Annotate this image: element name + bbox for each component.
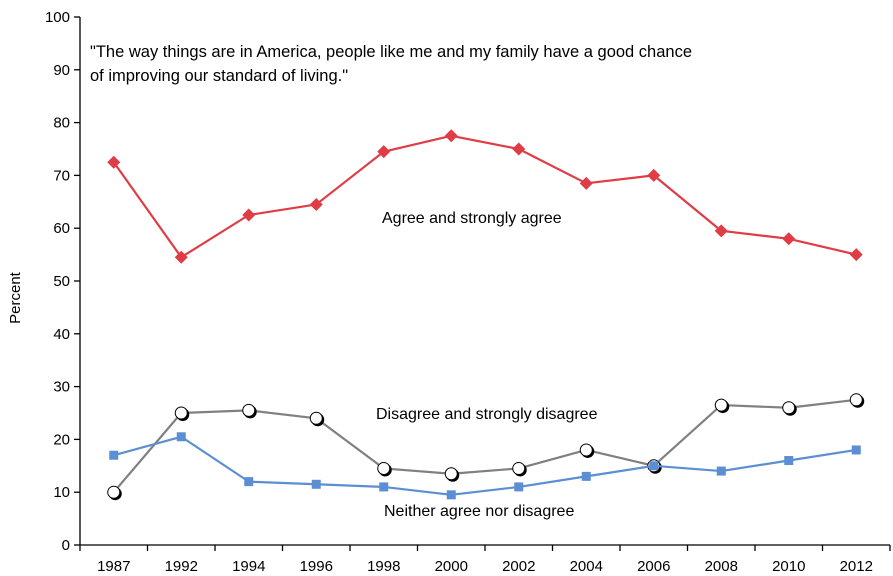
data-point xyxy=(782,401,797,416)
data-point-face xyxy=(174,406,188,420)
data-point xyxy=(714,224,728,238)
data-point xyxy=(379,482,389,492)
data-point xyxy=(581,471,591,481)
x-tick-label: 1992 xyxy=(165,558,198,575)
x-tick-label: 2004 xyxy=(570,558,603,575)
series-line xyxy=(112,398,857,493)
y-tick-label: 50 xyxy=(53,273,70,290)
data-point-face xyxy=(107,485,121,499)
series-2 xyxy=(109,432,861,500)
y-tick-label: 0 xyxy=(62,537,70,554)
series-label-agree: Agree and strongly agree xyxy=(382,210,562,227)
data-point xyxy=(512,461,527,477)
data-point xyxy=(242,403,257,419)
data-point xyxy=(849,393,865,408)
data-point-face xyxy=(242,403,256,417)
axes xyxy=(74,16,891,551)
data-point-face xyxy=(579,443,593,457)
data-point xyxy=(244,477,254,487)
series-line xyxy=(112,134,857,259)
y-tick-label: 30 xyxy=(53,379,70,396)
data-point xyxy=(647,168,661,182)
tick-labels: 0 10 20 30 40 50 60 70 80 90 100 1987 1992 1994 1996 19… xyxy=(45,9,873,575)
data-point xyxy=(107,485,122,501)
data-point xyxy=(377,145,391,159)
x-tick-label: 1996 xyxy=(300,558,333,575)
data-point xyxy=(784,456,794,466)
data-point xyxy=(512,142,526,156)
data-point xyxy=(851,445,861,455)
data-point xyxy=(579,443,595,458)
y-tick-label: 70 xyxy=(53,167,70,184)
y-tick-label: 90 xyxy=(53,62,70,79)
data-point xyxy=(311,479,321,489)
x-tick-label: 2008 xyxy=(705,558,738,575)
data-point-face xyxy=(309,411,323,425)
data-point xyxy=(782,232,796,246)
data-point xyxy=(446,490,456,500)
series-layer xyxy=(107,129,865,501)
x-tick-label: 1998 xyxy=(367,558,400,575)
data-point-face xyxy=(782,401,796,415)
data-point xyxy=(714,398,730,414)
data-point xyxy=(444,467,460,482)
y-tick-label: 20 xyxy=(53,431,70,448)
series-label-disagree: Disagree and strongly disagree xyxy=(376,406,598,423)
data-point xyxy=(716,466,726,476)
x-tick-label: 2012 xyxy=(840,558,873,575)
series-0 xyxy=(107,129,863,264)
data-point xyxy=(849,248,863,262)
y-tick-label: 60 xyxy=(53,220,70,237)
data-point-face xyxy=(849,393,863,407)
data-point xyxy=(107,155,121,169)
data-point xyxy=(176,432,186,442)
annotations: "The way things are in America, people l… xyxy=(7,43,692,520)
data-point-face xyxy=(444,467,458,481)
series-label-neither: Neither agree nor disagree xyxy=(384,503,574,520)
x-tick-label: 2010 xyxy=(772,558,805,575)
data-point-face xyxy=(714,398,728,412)
x-tick-label: 2002 xyxy=(502,558,535,575)
quote-line-2: of improving our standard of living." xyxy=(90,67,348,85)
data-point-face xyxy=(377,461,391,475)
x-tick-label: 1987 xyxy=(97,558,130,575)
x-tick-label: 2000 xyxy=(435,558,468,575)
data-point xyxy=(579,176,593,190)
y-tick-label: 10 xyxy=(53,484,70,501)
y-axis-title: Percent xyxy=(7,271,24,324)
x-tick-label: 1994 xyxy=(232,558,265,575)
data-point xyxy=(377,461,392,477)
data-point-face xyxy=(512,461,526,475)
data-point xyxy=(514,482,524,492)
data-point xyxy=(109,450,119,460)
data-point xyxy=(444,129,458,143)
data-point xyxy=(309,197,323,211)
data-point xyxy=(242,208,256,222)
y-tick-label: 40 xyxy=(53,326,70,343)
quote-line-1: "The way things are in America, people l… xyxy=(90,43,692,61)
x-tick-label: 2006 xyxy=(637,558,670,575)
data-point xyxy=(174,250,188,264)
data-point xyxy=(309,411,325,427)
data-point xyxy=(174,406,190,421)
y-tick-label: 100 xyxy=(45,9,70,26)
y-tick-label: 80 xyxy=(53,115,70,132)
series-line xyxy=(113,435,857,496)
data-point xyxy=(649,461,659,471)
